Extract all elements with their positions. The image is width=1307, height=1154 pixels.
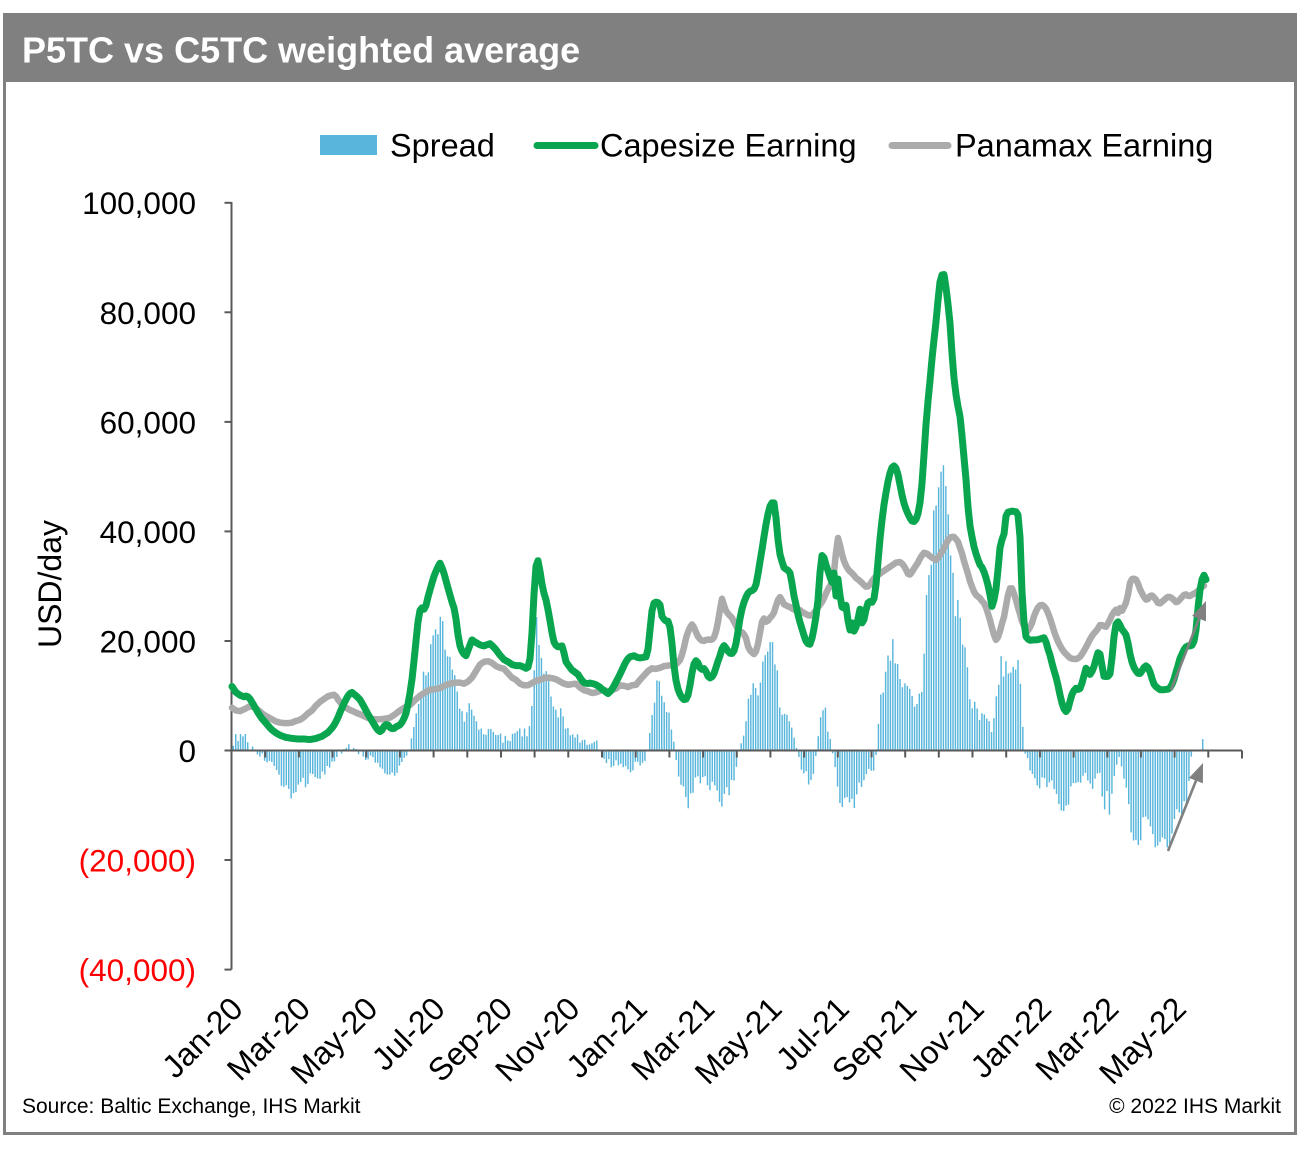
svg-text:20,000: 20,000 bbox=[100, 624, 196, 660]
svg-text:Panamax Earning: Panamax Earning bbox=[955, 128, 1213, 164]
svg-text:Spread: Spread bbox=[390, 128, 495, 164]
svg-text:USD/day: USD/day bbox=[32, 520, 68, 648]
svg-text:© 2022 IHS Markit: © 2022 IHS Markit bbox=[1109, 1095, 1281, 1118]
svg-text:0: 0 bbox=[178, 733, 196, 769]
svg-text:(20,000): (20,000) bbox=[79, 843, 196, 879]
svg-text:Source: Baltic Exchange, IHS M: Source: Baltic Exchange, IHS Markit bbox=[22, 1095, 361, 1118]
svg-text:60,000: 60,000 bbox=[100, 404, 196, 440]
svg-text:P5TC vs C5TC weighted average: P5TC vs C5TC weighted average bbox=[22, 30, 580, 71]
svg-text:(40,000): (40,000) bbox=[79, 952, 196, 988]
svg-text:80,000: 80,000 bbox=[100, 295, 196, 331]
svg-text:40,000: 40,000 bbox=[100, 514, 196, 550]
svg-text:Capesize Earning: Capesize Earning bbox=[600, 128, 857, 164]
svg-text:100,000: 100,000 bbox=[82, 185, 196, 221]
